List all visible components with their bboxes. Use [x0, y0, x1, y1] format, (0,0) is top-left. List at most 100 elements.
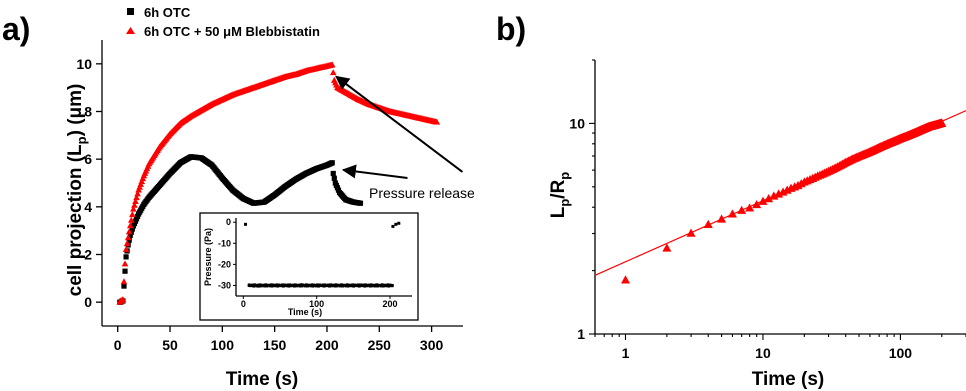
y-tick-label: 1 — [577, 326, 585, 342]
x-tick-label: 200 — [315, 337, 339, 353]
point-lp-rp — [662, 243, 672, 252]
panel-b-marks — [594, 110, 966, 284]
panel-a-marks — [116, 61, 441, 305]
inset-point — [328, 284, 331, 288]
point-lp-rp — [717, 214, 727, 223]
inset-point — [394, 222, 398, 226]
point-6h-otc-50-m-blebbistatin — [126, 222, 134, 229]
inset-y-tick-label: -30 — [218, 280, 231, 290]
inset-point — [359, 283, 363, 287]
panel-a-annotation: Pressure release — [335, 75, 475, 201]
point-6h-otc-50-m-blebbistatin — [124, 234, 132, 241]
y-tick-label: 2 — [84, 247, 92, 263]
inset-point — [275, 283, 279, 287]
x-tick-label: 0 — [114, 337, 122, 353]
panel-a-ticks: 0 50 100 150 200 250 300 0 2 4 6 8 10 — [76, 56, 443, 353]
x-tick-label: 300 — [420, 337, 444, 353]
point-6h-otc-50-m-blebbistatin — [329, 69, 337, 76]
inset-point — [244, 222, 248, 226]
panel-a-axes — [101, 40, 463, 327]
inset-point — [391, 224, 395, 228]
panel-b: b) 1 10 100 1 10 Time (s) Lp/Rp — [496, 11, 966, 390]
x-tick-label: 100 — [889, 345, 913, 361]
point-lp-rp — [620, 275, 630, 284]
point-lp-rp — [745, 203, 755, 212]
point-6h-otc-50-m-blebbistatin — [121, 260, 129, 267]
point-6h-otc-50-m-blebbistatin — [119, 296, 127, 303]
legend-marker-6h-otc — [127, 8, 134, 15]
panel-b-axes — [594, 60, 966, 335]
point-6h-otc — [331, 175, 337, 181]
point-6h-otc-50-m-blebbistatin — [134, 190, 141, 197]
point-6h-otc-50-m-blebbistatin — [328, 61, 336, 68]
panel-b-ylabel-sub2: p — [557, 172, 572, 180]
inset-xlabel: Time (s) — [288, 307, 322, 317]
y-tick-label: 8 — [84, 104, 92, 120]
inset-point — [271, 283, 275, 287]
point-6h-otc-50-m-blebbistatin — [127, 216, 135, 223]
inset-point — [368, 284, 372, 288]
point-6h-otc — [129, 226, 135, 232]
panel-b-ticks: 1 10 100 1 10 — [569, 59, 966, 361]
y-tick-label: 6 — [84, 151, 92, 167]
point-6h-otc-50-m-blebbistatin — [120, 278, 128, 285]
inset-ylabel: Pressure (Pa) — [203, 228, 213, 286]
inset-x-tick-label: 200 — [382, 299, 397, 309]
point-lp-rp — [737, 205, 747, 214]
point-6h-otc — [127, 232, 133, 239]
inset-point — [351, 283, 354, 287]
annotation-arrow-upper — [335, 75, 464, 173]
point-lp-rp — [727, 209, 737, 218]
inset-x-tick-label: 100 — [309, 299, 324, 309]
x-tick-label: 250 — [368, 337, 392, 353]
inset-point — [384, 283, 388, 287]
panel-a-ylabel: cell projection (Lp) (μm) — [65, 84, 89, 297]
annotation-arrow-lower — [341, 164, 408, 179]
legend-label-blebbistatin: 6h OTC + 50 μM Blebbistatin — [144, 24, 320, 39]
point-6h-otc-50-m-blebbistatin — [125, 228, 133, 235]
x-tick-label: 50 — [162, 337, 178, 353]
point-6h-otc — [123, 254, 129, 260]
inset-point — [344, 284, 348, 288]
panel-a: a) 0 50 100 150 200 250 300 0 2 4 6 8 10 6h OTC 6h O… — [2, 5, 475, 390]
inset-point — [363, 284, 367, 288]
panel-a-xlabel: Time (s) — [226, 369, 299, 390]
inset-y-tick-label: -20 — [218, 259, 231, 269]
inset-point — [256, 284, 260, 288]
point-6h-otc-50-m-blebbistatin — [131, 201, 138, 208]
inset-y-tick-label: 0 — [226, 217, 231, 227]
inset-point — [285, 284, 289, 288]
point-6h-otc-50-m-blebbistatin — [122, 246, 130, 253]
point-lp-rp — [758, 196, 768, 205]
legend-label-6h-otc: 6h OTC — [144, 5, 191, 20]
point-lp-rp — [937, 118, 947, 127]
inset-marks — [244, 221, 401, 288]
point-6h-otc — [122, 268, 128, 274]
panel-a-legend: 6h OTC 6h OTC + 50 μM Blebbistatin — [126, 5, 320, 39]
inset-point — [373, 284, 377, 288]
inset-point — [329, 283, 333, 287]
point-6h-otc — [329, 160, 335, 166]
panel-b-ylabel-mid: /R — [548, 179, 569, 198]
y-tick-label: 10 — [76, 56, 92, 72]
point-6h-otc — [121, 283, 127, 289]
panel-b-ylabel: Lp/Rp — [548, 172, 572, 219]
panel-a-inset: 0 100 200 0 -10 -20 -30 Time (s) Pressure (Pa) — [199, 212, 419, 321]
x-tick-label: 1 — [622, 345, 630, 361]
point-6h-otc-50-m-blebbistatin — [123, 240, 131, 247]
point-lp-rp — [703, 219, 713, 228]
point-lp-rp — [752, 199, 762, 209]
point-lp-rp — [764, 194, 774, 203]
point-6h-otc-50-m-blebbistatin — [130, 205, 137, 212]
x-tick-label: 10 — [755, 345, 771, 361]
panel-b-label: b) — [496, 11, 526, 47]
inset-axes: 0 100 200 0 -10 -20 -30 — [218, 217, 412, 309]
inset-point — [315, 284, 319, 288]
y-tick-label: 4 — [84, 199, 92, 215]
point-6h-otc — [330, 170, 336, 177]
point-lp-rp — [686, 228, 696, 237]
inset-x-tick-label: 0 — [241, 299, 246, 309]
point-6h-otc-50-m-blebbistatin — [129, 211, 136, 218]
point-6h-otc-50-m-blebbistatin — [132, 197, 139, 204]
